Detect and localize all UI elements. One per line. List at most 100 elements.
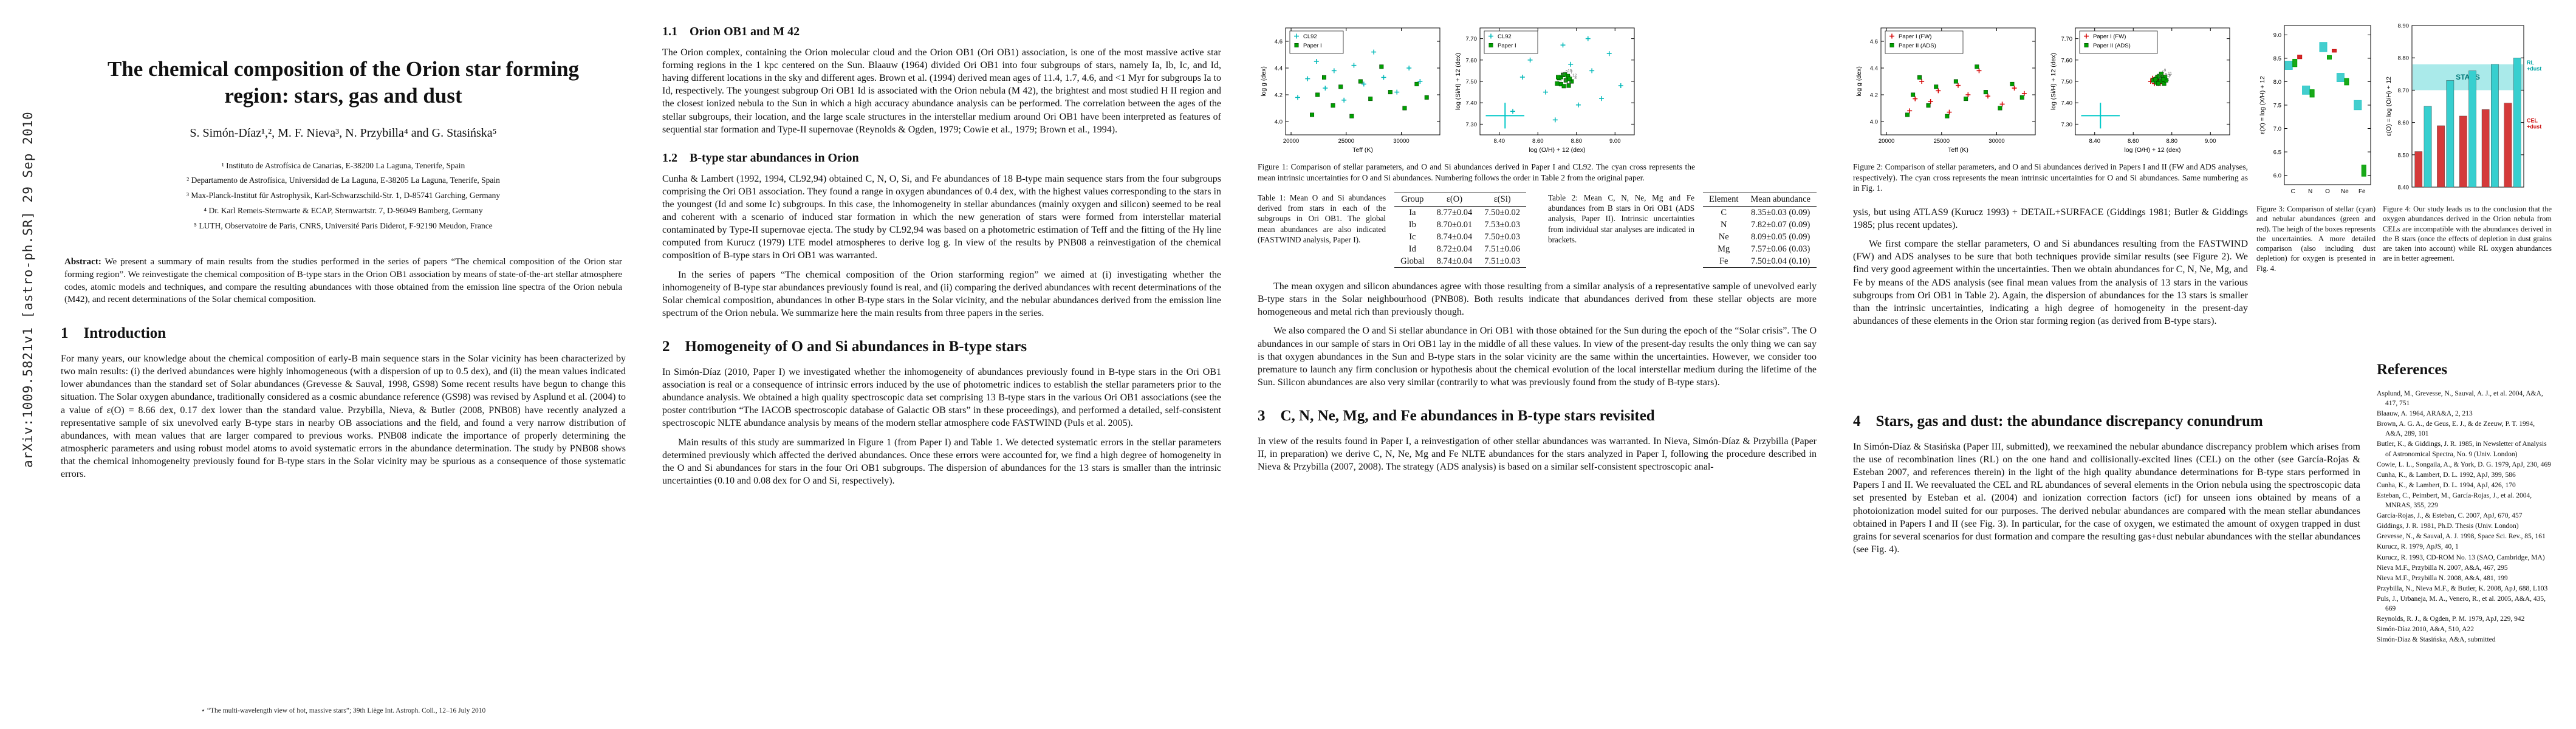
svg-text:Teff (K): Teff (K) bbox=[1352, 146, 1373, 154]
figure2-oxygen-silicon-panel: 8.40 8.60 8.80 9.00 7.30 7.40 7.50 7.60 7.70 log … bbox=[2047, 23, 2236, 156]
svg-text:CL92: CL92 bbox=[1303, 33, 1317, 40]
page-1: The chemical composition of the Orion st… bbox=[61, 21, 626, 487]
affiliation: ² Departamento de Astrofísica, Universid… bbox=[187, 176, 500, 185]
figure-2: 20000 25000 30000 4.0 4.2 4.4 4.6 Teff (K) log g… bbox=[1853, 21, 2248, 204]
svg-text:Paper I: Paper I bbox=[1303, 43, 1322, 49]
figure-3: 6.0 6.5 7.0 7.5 8.0 8.5 9.0 ε(X) = log (X/H) + … bbox=[2256, 21, 2376, 283]
svg-text:30000: 30000 bbox=[1393, 138, 1409, 145]
svg-text:4.2: 4.2 bbox=[1870, 92, 1878, 99]
tables-row: Table 1: Mean O and Si abundances derive… bbox=[1258, 193, 1817, 269]
svg-text:10: 10 bbox=[2158, 74, 2163, 78]
reference-entry: Grevesse, N., & Sauval, A. J. 1998, Spac… bbox=[2377, 533, 2546, 541]
svg-text:7.0: 7.0 bbox=[2273, 126, 2281, 132]
column-header: Group bbox=[1394, 193, 1431, 207]
svg-text:8.70: 8.70 bbox=[2398, 87, 2410, 94]
reference-entry: Nieva M.F., Przybilla N. 2007, A&A, 467,… bbox=[2377, 564, 2508, 572]
svg-text:9: 9 bbox=[1564, 79, 1566, 83]
table-row: Ib 8.70±0.01 7.53±0.03 bbox=[1408, 219, 1520, 230]
reference-entry: García-Rojas, J., & Esteban, C. 2007, Ap… bbox=[2377, 512, 2523, 520]
table2-grid: Element Mean abundance C 8.35±0.03 (0.09) N 7… bbox=[1703, 193, 1817, 269]
svg-text:13: 13 bbox=[2166, 74, 2171, 78]
table-row: Mg 7.57±0.06 (0.03) bbox=[1718, 244, 1810, 254]
figure4-oxygen-dust-bar-chart: STARS 8.40 8.50 8.60 8.70 8.80 8.90 ε(O) = log … bbox=[2383, 21, 2552, 203]
affiliation: ¹ Instituto de Astrofísica de Canarias, … bbox=[221, 160, 465, 170]
subsection-heading-bstar-abundances: 1.2 B-type star abundances in Orion bbox=[662, 151, 859, 165]
svg-text:Paper II (ADS): Paper II (ADS) bbox=[1899, 43, 1936, 49]
author-line: S. Simón-Díaz¹,², M. F. Nieva³, N. Przyb… bbox=[190, 126, 497, 140]
figure-1: 20000 25000 30000 4.0 4.2 4.4 4.6 Teff (K) log g… bbox=[1258, 23, 1817, 183]
paragraph: We first compare the stellar parameters,… bbox=[1853, 239, 2248, 326]
figure1-oxygen-silicon-panel: 8.40 8.60 8.80 9.00 7.30 7.40 7.50 7.60 7.70 log … bbox=[1452, 23, 1640, 156]
svg-text:Paper II (ADS): Paper II (ADS) bbox=[2093, 43, 2131, 49]
svg-text:25000: 25000 bbox=[1338, 138, 1354, 145]
table-row: Ia 8.77±0.04 7.50±0.02 bbox=[1409, 207, 1520, 217]
table-row: Ne 8.09±0.05 (0.09) bbox=[1718, 231, 1810, 242]
figure3-caption: Figure 3: Comparison of stellar (cyan) a… bbox=[2256, 205, 2376, 273]
svg-text:7.50: 7.50 bbox=[1466, 79, 1478, 86]
svg-text:13: 13 bbox=[1567, 81, 1572, 85]
arxiv-stamp: arXiv:1009.5821v1 [astro-ph.SR] 29 Sep 2… bbox=[21, 111, 35, 468]
paragraph: In view of the results found in Paper I,… bbox=[1258, 436, 1817, 473]
page-title: The chemical composition of the Orion st… bbox=[107, 57, 580, 108]
reference-entry: Brown, A. G. A., de Geus, E. J., & de Ze… bbox=[2377, 420, 2535, 438]
section-heading-cnnemgfe: 3 C, N, Ne, Mg, and Fe abundances in B-t… bbox=[1258, 407, 1655, 424]
svg-text:8.0: 8.0 bbox=[2273, 79, 2281, 86]
svg-text:8.60: 8.60 bbox=[1532, 138, 1544, 145]
reference-entry: Asplund, M., Grevesse, N., Sauval, A. J.… bbox=[2377, 390, 2543, 408]
svg-text:12: 12 bbox=[1572, 74, 1577, 78]
svg-text:4.4: 4.4 bbox=[1275, 66, 1283, 72]
svg-text:8.80: 8.80 bbox=[1571, 138, 1583, 145]
svg-text:9.00: 9.00 bbox=[2205, 138, 2216, 145]
paragraph: For many years, our knowledge about the … bbox=[61, 354, 626, 480]
paragraph: The Orion complex, containing the Orion … bbox=[662, 47, 1221, 135]
svg-text:C: C bbox=[2291, 188, 2295, 195]
table-row: N 7.82±0.07 (0.09) bbox=[1720, 219, 1810, 230]
svg-text:8.40: 8.40 bbox=[2398, 185, 2410, 191]
svg-text:8: 8 bbox=[1574, 76, 1577, 80]
svg-text:+dust: +dust bbox=[2527, 124, 2541, 130]
section3-continued-text: ysis, but using ATLAS9 (Kurucz 1993) + D… bbox=[1853, 206, 2248, 334]
paragraph: In Simón-Díaz (2010, Paper I) we investi… bbox=[662, 366, 1221, 429]
reference-entry: Cowie, L. L., Songaila, A., & York, D. G… bbox=[2377, 460, 2551, 468]
svg-text:Ne: Ne bbox=[2341, 188, 2349, 195]
table1-caption: Table 1: Mean O and Si abundances derive… bbox=[1258, 193, 1386, 244]
svg-text:+dust: +dust bbox=[2527, 66, 2541, 72]
svg-text:7: 7 bbox=[1571, 70, 1573, 75]
figure4-caption: Figure 4: Our study leads us to the conc… bbox=[2383, 205, 2552, 263]
svg-text:log g (dex): log g (dex) bbox=[1855, 66, 1863, 97]
affiliation-list: ¹ Instituto de Astrofísica de Canarias, … bbox=[61, 159, 626, 234]
svg-text:7: 7 bbox=[2169, 75, 2171, 79]
svg-text:4.0: 4.0 bbox=[1870, 119, 1878, 126]
svg-text:Fe: Fe bbox=[2358, 188, 2366, 195]
svg-text:8.90: 8.90 bbox=[2398, 23, 2410, 30]
svg-text:6: 6 bbox=[2165, 73, 2167, 77]
svg-text:5: 5 bbox=[1566, 69, 1568, 74]
affiliation: ⁵ LUTH, Observatoire de Paris, CNRS, Uni… bbox=[194, 221, 493, 231]
section-4: 4 Stars, gas and dust: the abundance dis… bbox=[1853, 412, 2360, 562]
svg-text:7.60: 7.60 bbox=[1466, 57, 1478, 64]
column-header: Element bbox=[1703, 193, 1745, 207]
svg-text:7.40: 7.40 bbox=[2061, 100, 2073, 107]
abstract-text: We present a summary of main results fro… bbox=[64, 257, 622, 305]
svg-text:9.00: 9.00 bbox=[1609, 138, 1621, 145]
svg-text:7.70: 7.70 bbox=[1466, 36, 1478, 43]
table1-grid: Group ε(O) ε(Si) Ia 8.77±0.04 7.50±0.02 Ib 8.70… bbox=[1394, 193, 1526, 269]
svg-text:4.2: 4.2 bbox=[1275, 92, 1283, 99]
page-3: 20000 25000 30000 4.0 4.2 4.4 4.6 Teff (K) log g… bbox=[1258, 21, 1817, 479]
svg-text:7.5: 7.5 bbox=[2273, 103, 2281, 109]
svg-text:ε(X) = log (X/H) + 12: ε(X) = log (X/H) + 12 bbox=[2259, 76, 2266, 134]
svg-text:8.5: 8.5 bbox=[2273, 55, 2281, 62]
reference-entry: Giddings, J. R. 1981, Ph.D. Thesis (Univ… bbox=[2377, 522, 2519, 530]
svg-text:11: 11 bbox=[1561, 72, 1565, 76]
svg-text:6.5: 6.5 bbox=[2273, 149, 2281, 156]
figure3-abundance-comparison-plot: 6.0 6.5 7.0 7.5 8.0 8.5 9.0 ε(X) = log (X/H) + … bbox=[2256, 21, 2376, 203]
table-1: Table 1: Mean O and Si abundances derive… bbox=[1258, 193, 1526, 269]
reference-entry: Nieva M.F., Przybilla N. 2008, A&A, 481,… bbox=[2377, 574, 2508, 582]
svg-text:4.0: 4.0 bbox=[1275, 119, 1283, 126]
svg-text:25000: 25000 bbox=[1934, 138, 1950, 145]
svg-text:7.50: 7.50 bbox=[2061, 79, 2073, 86]
abstract-label: Abstract: bbox=[64, 257, 101, 267]
paragraph: In Simón-Díaz & Stasińska (Paper III, su… bbox=[1853, 442, 2360, 555]
svg-text:8.80: 8.80 bbox=[2167, 138, 2178, 145]
